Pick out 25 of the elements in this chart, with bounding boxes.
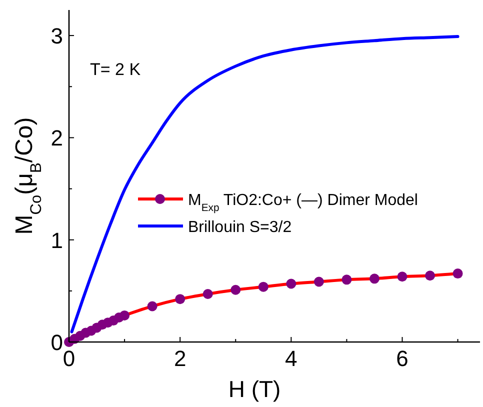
x-tick-label: 4	[285, 346, 298, 371]
y-tick-label: 3	[50, 24, 63, 49]
x-axis-title: H (T)	[228, 376, 281, 402]
y-tick-label: 0	[50, 330, 63, 355]
x-tick-label: 2	[174, 346, 186, 371]
legend-label: Brillouin S=3/2	[188, 219, 292, 236]
y-tick-label: 1	[50, 228, 63, 253]
point	[452, 268, 463, 279]
point	[258, 282, 268, 292]
annotation: T= 2 K	[90, 60, 142, 79]
x-tick-label: 6	[396, 346, 408, 371]
point	[286, 278, 296, 289]
point	[369, 274, 380, 284]
point	[120, 310, 130, 320]
point	[147, 301, 158, 312]
point	[314, 276, 324, 287]
point	[202, 288, 213, 299]
point	[425, 270, 436, 281]
legend-label: M$_{Exp}$ TiO2:Co+ (—) Dimer Model	[188, 192, 418, 214]
line-series	[70, 35, 460, 334]
point	[397, 272, 408, 282]
point	[175, 294, 186, 304]
point	[342, 274, 352, 285]
y-tick-label: 2	[50, 126, 63, 151]
point	[230, 284, 241, 295]
